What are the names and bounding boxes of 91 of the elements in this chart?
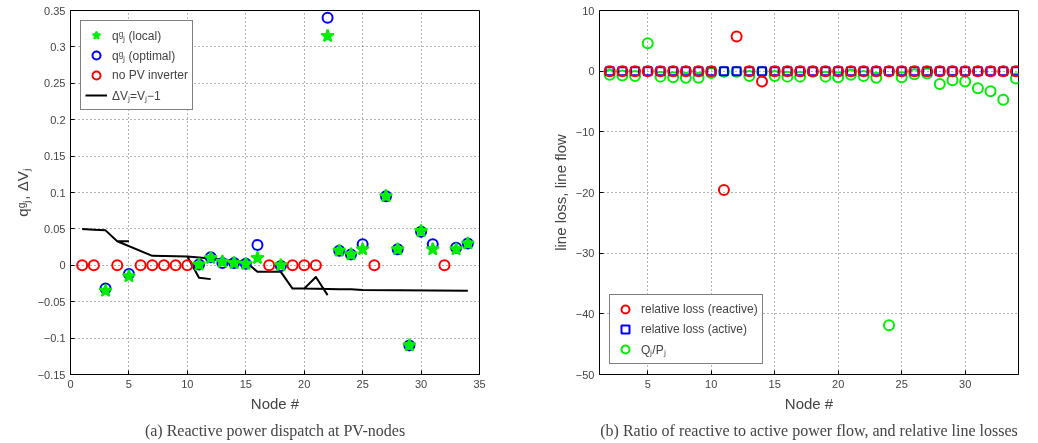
point bbox=[87, 259, 100, 272]
point bbox=[997, 93, 1010, 106]
x-tick-label: 5 bbox=[644, 377, 651, 390]
x-tick-label: 15 bbox=[239, 377, 252, 390]
y-axis-title: line loss, line flow bbox=[551, 133, 569, 251]
point bbox=[157, 259, 170, 272]
point bbox=[320, 28, 335, 43]
point bbox=[309, 259, 322, 272]
point bbox=[857, 70, 870, 83]
y-tick-label: 0.35 bbox=[44, 4, 66, 17]
point bbox=[717, 184, 730, 197]
point bbox=[819, 70, 832, 83]
y-tick-label: 0 bbox=[588, 65, 595, 78]
point bbox=[882, 319, 895, 332]
point bbox=[298, 259, 311, 272]
y-tick-label: 0.25 bbox=[44, 77, 66, 90]
point bbox=[286, 259, 299, 272]
y-tick-label: 0.15 bbox=[44, 150, 66, 163]
y-tick-label: 0.3 bbox=[50, 40, 66, 53]
point bbox=[181, 259, 194, 272]
x-tick-label: 10 bbox=[181, 377, 194, 390]
y-tick-label: 0.05 bbox=[44, 222, 66, 235]
point bbox=[959, 75, 972, 88]
x-tick-label: 20 bbox=[832, 377, 845, 390]
point bbox=[134, 259, 147, 272]
point bbox=[730, 30, 743, 43]
x-tick-label: 5 bbox=[125, 377, 132, 390]
y-tick-label: −0.05 bbox=[37, 295, 66, 308]
y-tick-label: 10 bbox=[582, 4, 595, 17]
point bbox=[743, 70, 756, 83]
y-tick-label: 0 bbox=[59, 259, 66, 272]
y-tick-label: 0.2 bbox=[50, 113, 66, 126]
legend-label: relative loss (reactive) bbox=[641, 301, 758, 318]
point bbox=[768, 70, 781, 83]
y-tick-label: −20 bbox=[575, 186, 595, 199]
x-tick-label: 30 bbox=[959, 377, 972, 390]
x-tick-label: 35 bbox=[473, 377, 486, 390]
legend-label: ΔVⱼ=Vⱼ−1 bbox=[112, 87, 161, 104]
point bbox=[111, 259, 124, 272]
y-tick-label: −40 bbox=[575, 307, 595, 320]
point bbox=[654, 70, 667, 83]
y-tick-label: −0.1 bbox=[43, 332, 66, 345]
point bbox=[832, 71, 845, 84]
legend-label: qᵍⱼ (local) bbox=[112, 27, 162, 44]
point bbox=[251, 238, 264, 251]
x-tick-label: 25 bbox=[356, 377, 369, 390]
point bbox=[870, 71, 883, 84]
point bbox=[946, 74, 959, 87]
point bbox=[692, 71, 705, 84]
y-tick-label: −10 bbox=[575, 125, 595, 138]
point bbox=[679, 71, 692, 84]
point bbox=[933, 77, 946, 90]
point bbox=[321, 11, 334, 24]
point bbox=[971, 82, 984, 95]
point bbox=[667, 71, 680, 84]
point bbox=[368, 259, 381, 272]
point bbox=[146, 259, 159, 272]
point bbox=[629, 70, 642, 83]
x-axis-title: Node # bbox=[784, 394, 834, 412]
x-tick-label: 30 bbox=[414, 377, 428, 390]
y-tick-label: −50 bbox=[575, 368, 595, 381]
point bbox=[616, 69, 629, 82]
point bbox=[641, 37, 654, 50]
x-axis-title: Node # bbox=[250, 394, 300, 412]
point bbox=[781, 70, 794, 83]
y-tick-label: 0.1 bbox=[50, 186, 66, 199]
x-tick-label: 10 bbox=[705, 377, 718, 390]
x-tick-label: 0 bbox=[67, 377, 74, 390]
text: (a) Reactive power dispatch at PV-nodes bbox=[144, 421, 406, 440]
point bbox=[794, 70, 807, 83]
y-tick-label: −0.15 bbox=[37, 368, 66, 381]
point bbox=[263, 259, 276, 272]
point bbox=[425, 241, 440, 256]
text: (b) Ratio of reactive to active power flow, and relative line losses bbox=[600, 421, 1018, 440]
point bbox=[76, 259, 89, 272]
point bbox=[169, 259, 182, 272]
x-tick-label: 20 bbox=[298, 377, 311, 390]
x-tick-label: 15 bbox=[768, 377, 781, 390]
legend-label: qᵍⱼ (optimal) bbox=[112, 47, 176, 64]
x-tick-label: 25 bbox=[895, 377, 908, 390]
point bbox=[250, 250, 265, 265]
point bbox=[984, 85, 997, 98]
legend-label: no PV inverter bbox=[112, 67, 189, 84]
y-tick-label: −30 bbox=[575, 247, 595, 260]
point bbox=[895, 71, 908, 84]
legend-label: Qⱼ/Pⱼ bbox=[641, 341, 666, 358]
legend-label: relative loss (active) bbox=[641, 321, 748, 338]
point bbox=[438, 259, 451, 272]
y-axis-title: qᵍⱼ, ΔVⱼ bbox=[13, 168, 32, 217]
point bbox=[355, 241, 370, 256]
point bbox=[756, 75, 769, 88]
